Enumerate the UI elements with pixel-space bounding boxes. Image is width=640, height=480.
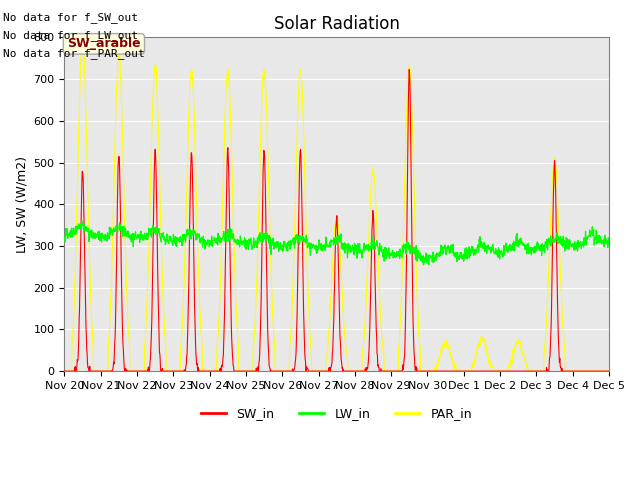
Title: Solar Radiation: Solar Radiation	[274, 15, 399, 33]
Text: No data for f_SW_out: No data for f_SW_out	[3, 12, 138, 23]
Legend: SW_in, LW_in, PAR_in: SW_in, LW_in, PAR_in	[196, 402, 477, 425]
Text: No data for f_PAR_out: No data for f_PAR_out	[3, 48, 145, 60]
Text: SW_arable: SW_arable	[67, 37, 141, 50]
Text: No data for f_LW_out: No data for f_LW_out	[3, 30, 138, 41]
Y-axis label: LW, SW (W/m2): LW, SW (W/m2)	[15, 156, 28, 253]
